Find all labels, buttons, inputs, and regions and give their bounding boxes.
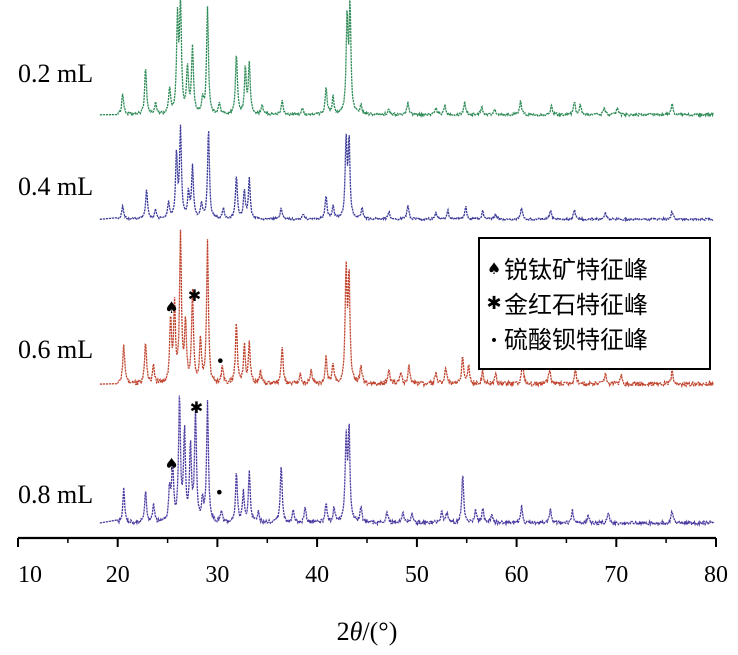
legend-symbol-barium-sulfate: • [490, 333, 498, 349]
series-line-3 [99, 229, 714, 389]
x-axis-title-suffix: /(°) [362, 617, 397, 646]
series-label-1: 0.2 mL [18, 59, 93, 88]
legend-item-barium-sulfate: • 硫酸钡特征峰 [490, 326, 648, 354]
legend-box [478, 237, 711, 370]
x-tick-label-40: 40 [305, 562, 329, 588]
x-tick-label-10: 10 [18, 562, 42, 588]
legend-label-rutile: 金红石特征峰 [504, 291, 648, 319]
legend-label-barium-sulfate: 硫酸钡特征峰 [504, 326, 648, 354]
legend-item-anatase: ♠ 锐钛矿特征峰 [487, 256, 648, 284]
x-axis-title-prefix: 2 [337, 617, 350, 646]
legend-label-anatase: 锐钛矿特征峰 [504, 256, 648, 284]
peak-marker-4-2: ✱ [190, 398, 203, 417]
series-1: 0.2 mL [18, 0, 715, 119]
x-tick-label-70: 70 [604, 562, 628, 588]
x-axis-title: 2θ/(°) [337, 617, 398, 646]
x-tick-label-30: 30 [205, 562, 229, 588]
peak-marker-4-1: ♠ [164, 454, 178, 473]
x-axis-title-symbol: θ [350, 617, 363, 646]
legend: ♠ 锐钛矿特征峰 ✱ 金红石特征峰 • 硫酸钡特征峰 [478, 237, 711, 370]
series-label-2: 0.4 mL [18, 172, 93, 201]
peak-marker-4-3: • [215, 483, 224, 502]
legend-symbol-anatase: ♠ [487, 259, 501, 278]
x-tick-label-80: 80 [704, 562, 728, 588]
series-2: 0.4 mL [18, 124, 714, 223]
series-label-4: 0.8 mL [18, 480, 93, 509]
peak-marker-3-2: ✱ [188, 286, 201, 305]
peak-marker-3-1: ♠ [164, 298, 178, 317]
series-line-2 [99, 124, 714, 223]
legend-symbol-rutile: ✱ [486, 293, 501, 314]
legend-item-rutile: ✱ 金红石特征峰 [486, 291, 648, 319]
series-4: 0.8 mL ♠ ✱ • [18, 395, 715, 527]
x-tick-label-60: 60 [505, 562, 529, 588]
x-tick-label-50: 50 [405, 562, 429, 588]
series-line-1 [99, 0, 715, 119]
x-axis: 10 20 30 40 50 60 70 80 [17, 536, 728, 588]
series-label-3: 0.6 mL [18, 335, 93, 364]
peak-marker-3-3: • [216, 351, 225, 370]
series-layer: 0.2 mL 0.4 mL 0.6 mL ♠ ✱ • 0.8 mL ♠ ✱ • [18, 0, 715, 527]
x-tick-label-20: 20 [106, 562, 130, 588]
series-line-4 [99, 395, 715, 527]
series-3: 0.6 mL ♠ ✱ • [18, 229, 714, 389]
